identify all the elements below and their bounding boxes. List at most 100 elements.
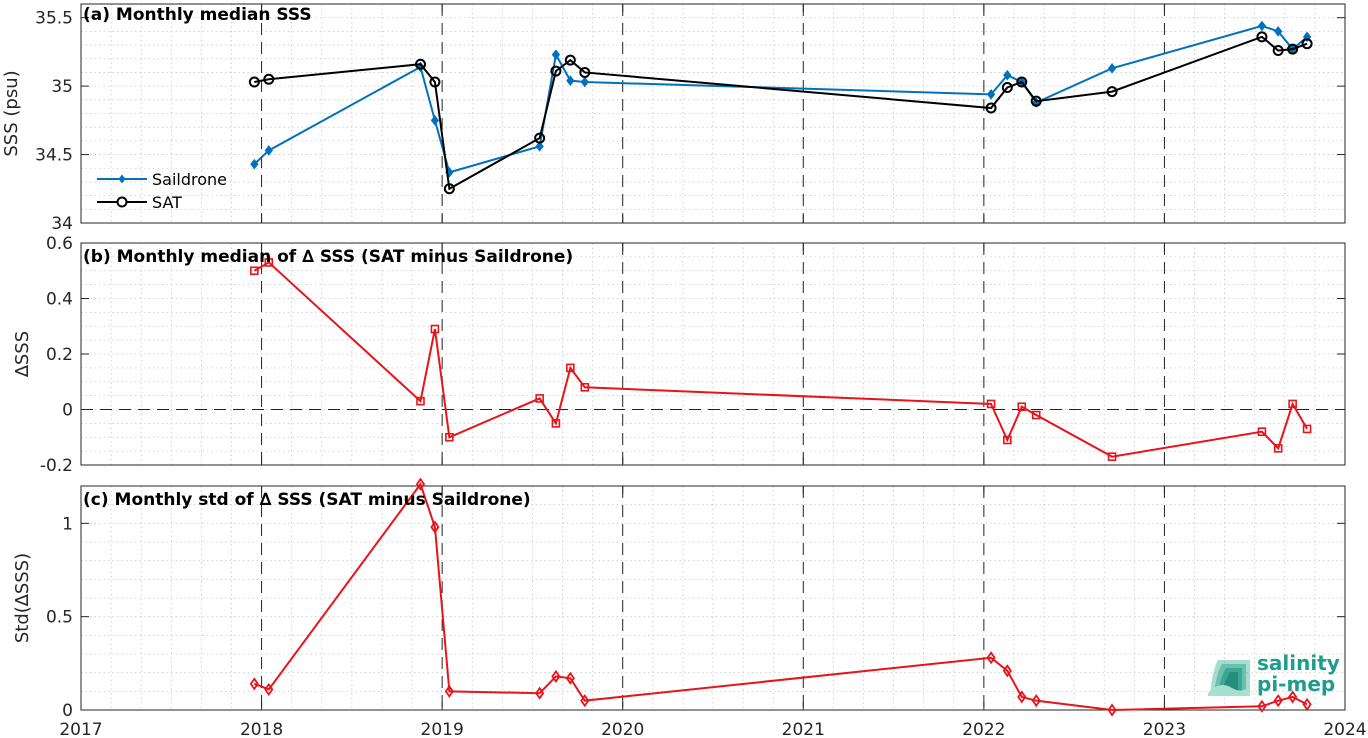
data-point: [1107, 452, 1117, 461]
y-tick-label: 0: [62, 701, 73, 721]
data-point: [1257, 699, 1267, 713]
data-point: [1257, 427, 1267, 437]
data-point: [414, 58, 426, 70]
legend-marker-sat: [116, 196, 128, 208]
data-point: [1107, 63, 1117, 74]
data-point: [1017, 690, 1027, 704]
data-point: [250, 266, 259, 276]
y-tick-label: 35.5: [35, 9, 73, 29]
data-point: [985, 102, 997, 114]
data-point: [443, 183, 455, 195]
chart-panel-a: 34 34.5 35 35.5 SSS (psu) (a) Monthly median …: [1, 3, 1346, 234]
data-point: [564, 54, 576, 66]
y-tick-label: 35: [51, 77, 73, 97]
y-axis-label: Std(∆SSS): [12, 553, 33, 643]
data-point: [250, 158, 259, 170]
panel-title: (a) Monthly median SSS: [83, 5, 312, 25]
data-point: [1272, 45, 1284, 57]
data-point: [1031, 410, 1041, 420]
legend: Saildrone SAT: [97, 170, 227, 212]
logo-text-salinity: salinity: [1257, 651, 1340, 675]
y-tick-label: 0: [62, 401, 73, 421]
data-point: [1003, 69, 1012, 81]
axes-box: [80, 485, 1346, 711]
data-point: [1001, 81, 1013, 93]
data-point: [1003, 435, 1012, 445]
chart-panels: 34 34.5 35 35.5 SSS (psu) (a) Monthly median …: [1, 3, 1367, 738]
data-point: [565, 671, 575, 685]
data-point: [248, 76, 260, 88]
data-point: [566, 363, 575, 373]
data-point: [264, 258, 274, 267]
data-point: [551, 49, 561, 60]
x-tick-label: 2017: [59, 720, 102, 738]
x-tick-label: 2022: [962, 720, 1005, 738]
data-point: [1107, 703, 1117, 717]
data-point: [580, 694, 590, 708]
data-point: [264, 682, 274, 697]
y-tick-label: -0.2: [40, 456, 73, 476]
data-point: [249, 677, 259, 691]
data-point: [1273, 444, 1283, 453]
data-point: [1302, 424, 1312, 434]
legend-label-sat: SAT: [152, 193, 182, 212]
legend-marker-saildrone: [118, 174, 126, 184]
data-point: [263, 73, 275, 85]
data-point: [986, 89, 996, 100]
data-point: [535, 394, 544, 403]
data-point: [1016, 76, 1028, 88]
data-point: [430, 115, 440, 126]
x-tick-label: 2023: [1143, 720, 1186, 738]
data-point: [550, 65, 562, 77]
data-point: [566, 75, 575, 86]
chart-panel-b: -0.2 0 0.2 0.4 0.6 ∆SSS (b) Monthly median of …: [12, 234, 1346, 476]
data-point: [580, 76, 589, 88]
y-tick-label: 0.6: [46, 234, 73, 254]
y-tick-label: 0.5: [46, 608, 73, 628]
data-point: [1106, 86, 1118, 98]
data-point: [444, 684, 454, 698]
x-tick-label: 2018: [240, 720, 283, 738]
wave-logo-icon: [1208, 660, 1250, 696]
y-tick-label: 34: [51, 214, 73, 234]
data-point: [1257, 20, 1267, 32]
data-point: [1302, 697, 1312, 711]
data-point: [430, 324, 440, 334]
x-tick-label: 2021: [782, 720, 825, 738]
y-tick-label: 34.5: [35, 146, 73, 166]
data-point: [445, 432, 454, 442]
y-axis-label: SSS (psu): [1, 70, 22, 156]
data-point: [535, 141, 544, 152]
data-point: [430, 520, 440, 534]
data-point: [1274, 26, 1283, 37]
data-point: [429, 76, 441, 88]
data-point: [1288, 399, 1297, 409]
x-tick-label: 2020: [601, 720, 644, 738]
data-point: [416, 396, 425, 406]
data-point: [1017, 402, 1027, 412]
data-point: [579, 66, 591, 78]
data-point: [534, 132, 546, 144]
y-tick-label: 0.4: [46, 290, 73, 310]
y-axis-label: ∆SSS: [12, 331, 33, 378]
data-point: [535, 686, 545, 700]
data-point: [551, 669, 561, 683]
chart-panel-c: 0 0.5 1 2017 2018 2019 2020 2021 2022 2023 2024 Std…: [12, 477, 1367, 738]
data-point: [1301, 38, 1313, 50]
panel-title: (b) Monthly median of ∆ SSS (SAT minus S…: [83, 247, 573, 267]
data-point: [1256, 31, 1268, 43]
data-point: [264, 145, 273, 156]
data-point: [1030, 95, 1042, 107]
salinity-pi-mep-logo: salinity pi-mep: [1208, 651, 1340, 696]
y-tick-label: 1: [62, 514, 73, 534]
data-point: [415, 477, 426, 491]
legend-label-saildrone: Saildrone: [152, 170, 227, 189]
x-tick-label: 2024: [1323, 720, 1366, 738]
data-point: [1002, 664, 1012, 678]
data-point: [1031, 694, 1041, 708]
data-point: [986, 399, 996, 409]
data-point: [986, 651, 996, 665]
axes-box: [80, 3, 1346, 224]
logo-text-pi-mep: pi-mep: [1257, 672, 1335, 696]
